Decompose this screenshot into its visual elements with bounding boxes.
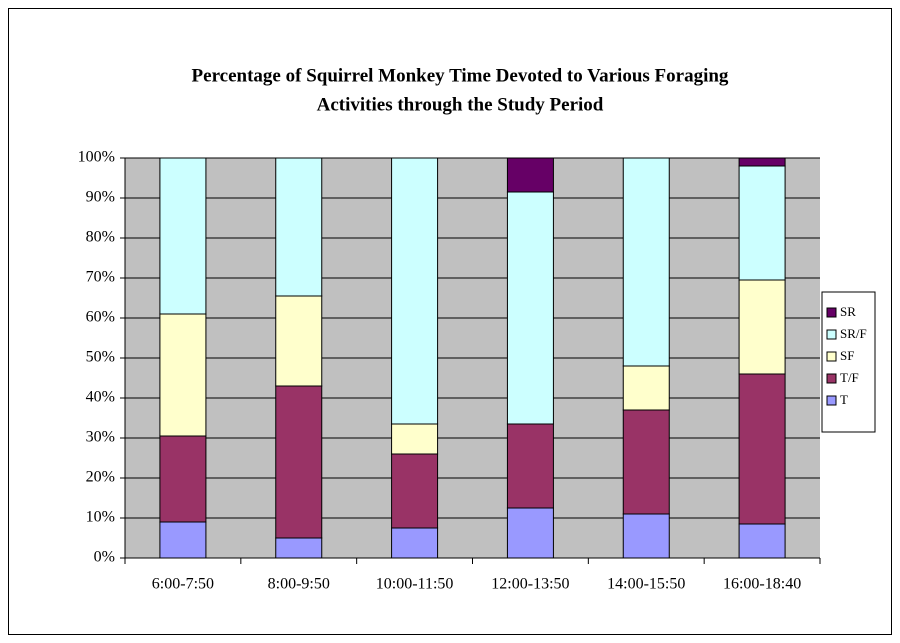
bar-segment [622,513,670,559]
y-tick-label: 50% [86,349,115,366]
chart-title: Activities through the Study Period [317,94,604,115]
x-tick-label: 8:00-9:50 [268,576,330,593]
y-tick-label: 30% [86,429,115,446]
bar-segment [391,453,439,529]
legend-swatch [826,373,837,384]
y-tick-label: 100% [78,149,115,166]
bar-segment [275,385,323,539]
bar-segment [391,157,439,425]
legend-swatch [826,351,837,362]
legend-swatch [826,395,837,406]
bar-segment [159,435,207,523]
legend-label: SR [840,304,856,319]
y-tick-label: 70% [86,269,115,286]
bar-segment [622,365,670,411]
bar-segment [506,423,554,509]
y-tick-label: 20% [86,469,115,486]
legend-label: T/F [840,370,859,385]
legend-label: SF [840,348,854,363]
chart-title: Percentage of Squirrel Monkey Time Devot… [192,65,729,86]
y-tick-label: 60% [86,309,115,326]
bar-segment [159,313,207,437]
bar-segment [738,523,786,559]
y-tick-label: 10% [86,509,115,526]
bar-segment [506,157,554,193]
bar-segment [275,295,323,387]
legend-label: T [840,392,848,407]
bar-segment [622,409,670,515]
bar-segment [506,191,554,425]
bar-segment [738,157,786,167]
bar-segment [391,527,439,559]
bar-segment [738,165,786,281]
legend-label: SR/F [840,326,867,341]
x-tick-label: 6:00-7:50 [152,576,214,593]
x-tick-label: 14:00-15:50 [607,576,685,593]
bar-segment [275,157,323,297]
bar-segment [738,373,786,525]
legend-swatch [826,329,837,340]
bar-segment [622,157,670,367]
y-tick-label: 80% [86,229,115,246]
y-tick-label: 40% [86,389,115,406]
x-tick-label: 10:00-11:50 [376,576,454,593]
bar-segment [738,279,786,375]
x-tick-label: 12:00-13:50 [491,576,569,593]
x-tick-label: 16:00-18:40 [723,576,801,593]
y-tick-label: 90% [86,189,115,206]
bar-segment [506,507,554,559]
legend-swatch [826,307,837,318]
bar-segment [275,537,323,559]
bar-segment [159,521,207,559]
bar-segment [159,157,207,315]
bar-segment [391,423,439,455]
y-tick-label: 0% [94,549,115,566]
